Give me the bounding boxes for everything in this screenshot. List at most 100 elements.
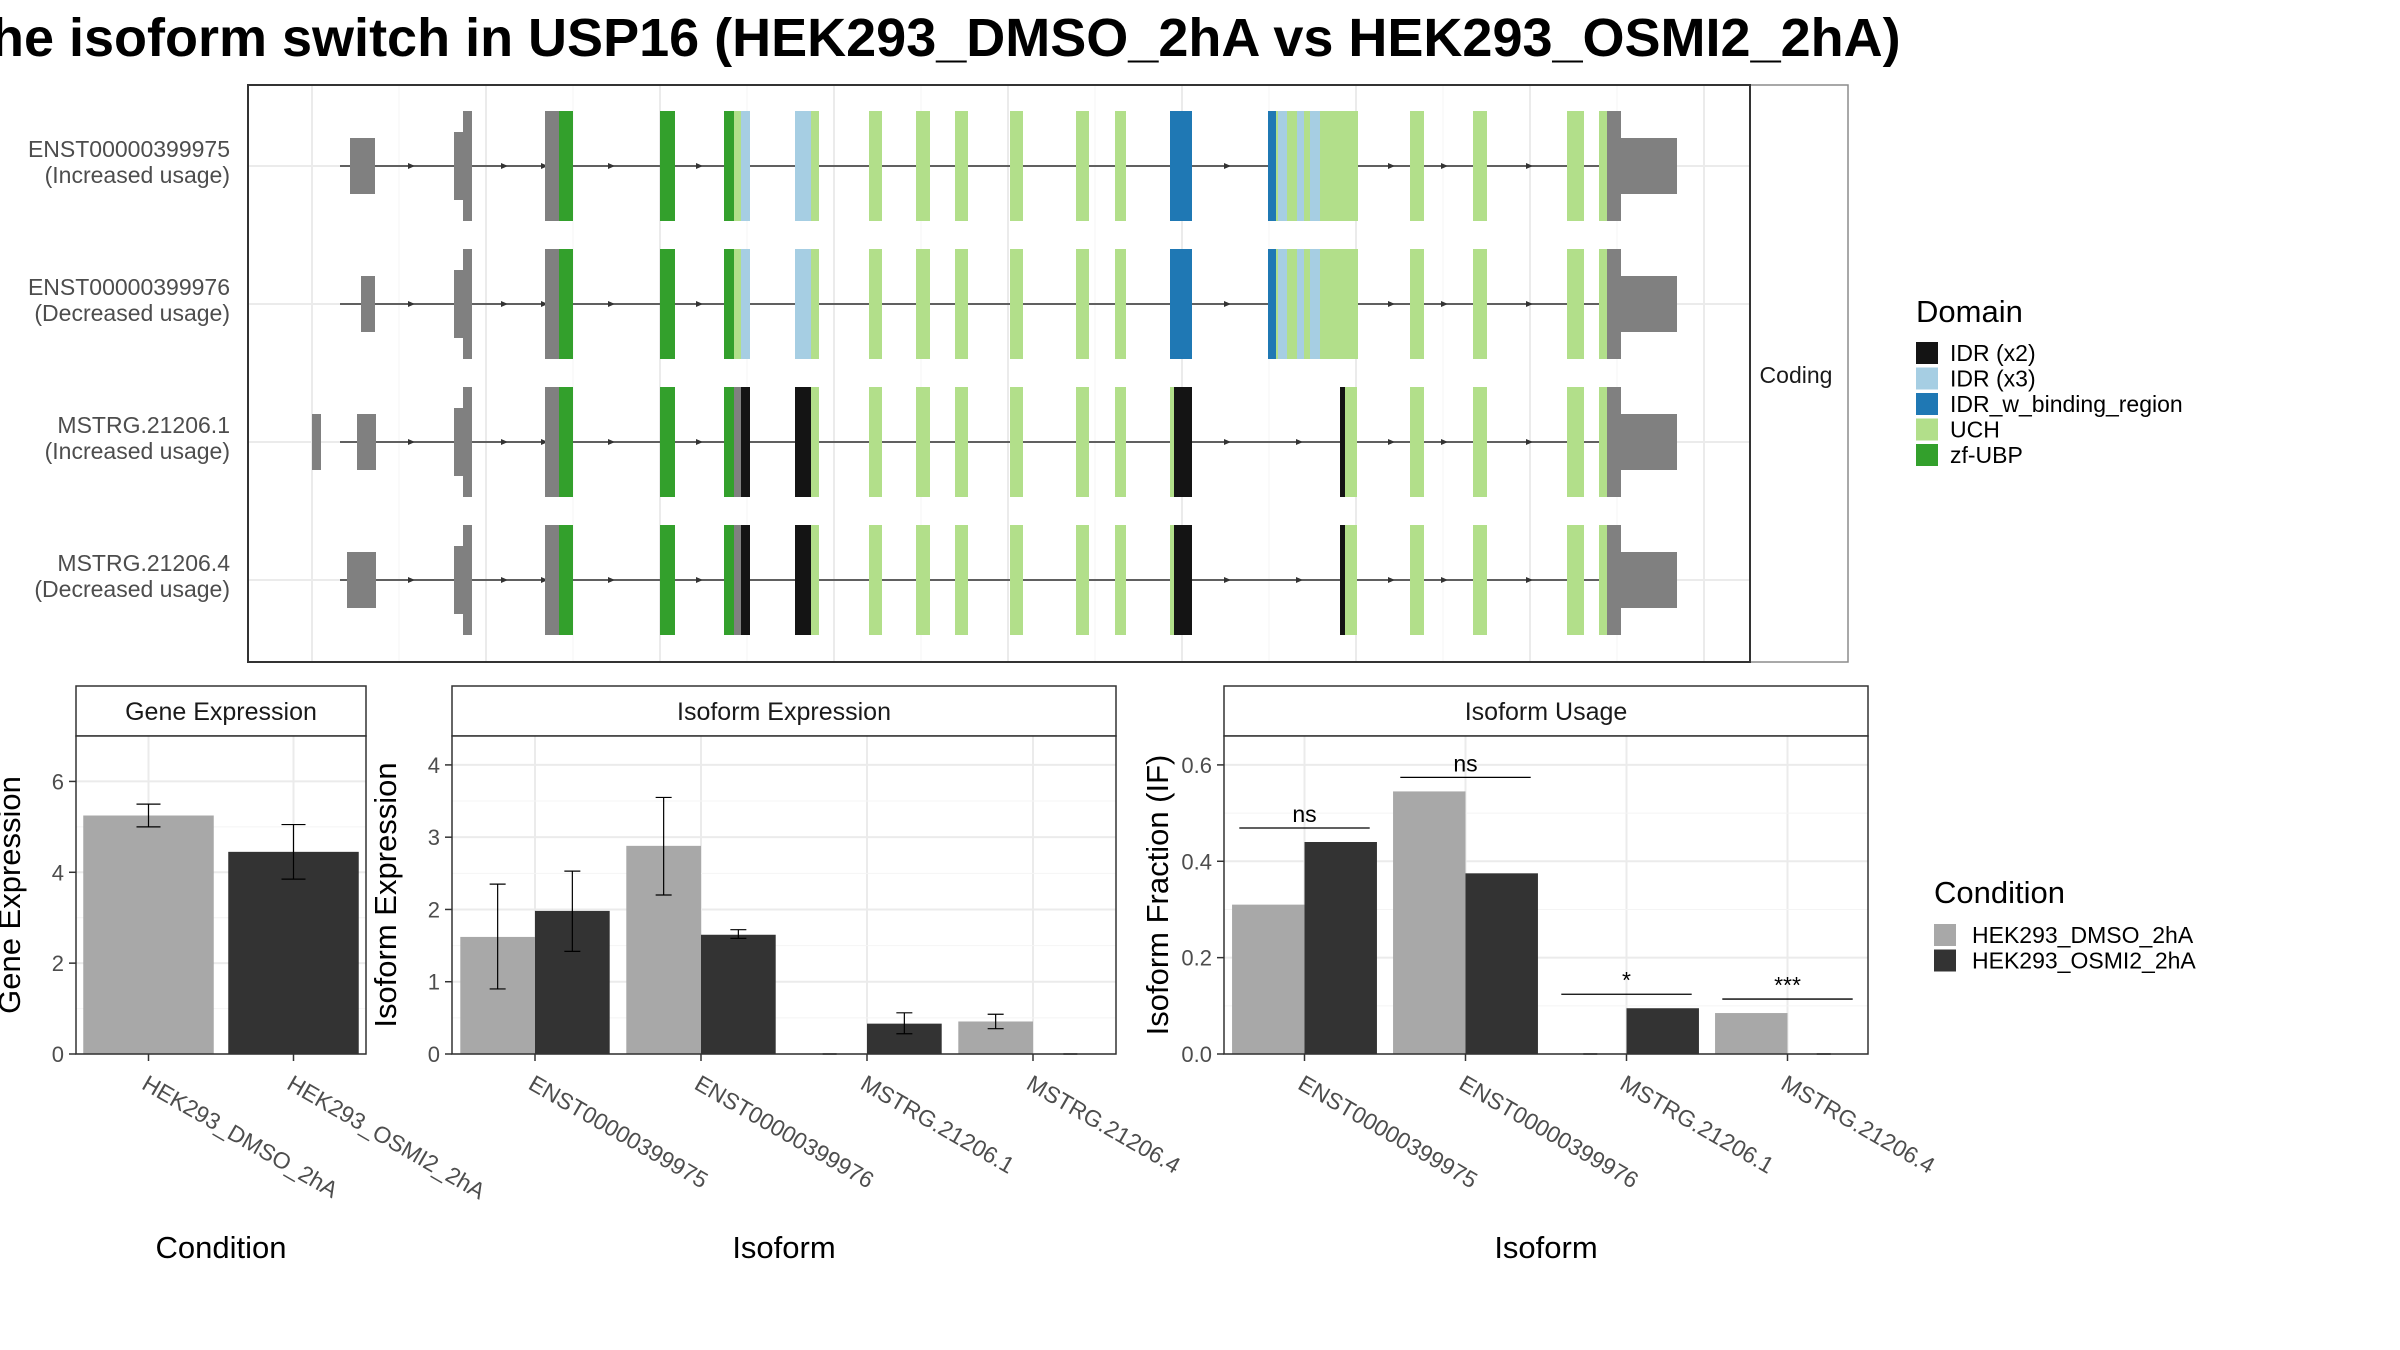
uch-exon	[1473, 387, 1487, 497]
intron-arrow	[541, 301, 548, 307]
intron-arrow	[1296, 577, 1303, 583]
y-tick-label: 1	[428, 970, 440, 995]
uch-exon	[869, 249, 882, 359]
bar	[228, 851, 359, 1054]
idr-binding-exon	[1268, 249, 1276, 359]
idr-x2-exon	[1170, 525, 1192, 635]
coding-strip-label: Coding	[1760, 362, 1833, 388]
uch-exon	[916, 525, 930, 635]
intron-arrow	[408, 301, 415, 307]
intron-arrow	[408, 439, 415, 445]
zf-ubp-exon	[559, 387, 573, 497]
domain-legend: Domain IDR (x2)IDR (x3)IDR_w_binding_regi…	[1916, 294, 2183, 468]
utr-exon	[1613, 249, 1621, 359]
panel-title: Isoform Usage	[1465, 698, 1628, 726]
zf-ubp-exon	[559, 525, 573, 635]
significance-label: *	[1622, 967, 1631, 993]
x-tick-label: ENST00000399975	[1294, 1070, 1482, 1194]
utr-exon	[463, 387, 472, 497]
bar	[83, 815, 214, 1054]
y-tick-label: 0.0	[1181, 1042, 1212, 1067]
uch-exon	[811, 525, 819, 635]
uch-exon	[811, 249, 819, 359]
uch-exon	[1567, 111, 1584, 221]
condition-legend-label: HEK293_OSMI2_2hA	[1972, 948, 2196, 974]
intron-arrow	[696, 163, 703, 169]
uch-exon	[1345, 387, 1357, 497]
idr-x3-stripe	[1310, 111, 1320, 221]
uch-exon	[1010, 249, 1023, 359]
x-tick-label: ENST00000399976	[1455, 1070, 1643, 1194]
utr-exon	[463, 111, 472, 221]
domain-legend-label: IDR_w_binding_region	[1950, 391, 2183, 417]
idr-exon	[741, 387, 750, 497]
utr-exon	[347, 552, 376, 608]
bar	[701, 934, 776, 1054]
uch-exon	[955, 387, 968, 497]
y-tick-label: 0.6	[1181, 753, 1212, 778]
uch-exon	[1010, 525, 1023, 635]
uch-exon	[1076, 111, 1089, 221]
uch-exon	[1410, 525, 1424, 635]
idr-binding-exon	[1170, 249, 1192, 359]
figure-title: The isoform switch in USP16 (HEK293_DMSO…	[0, 8, 1901, 68]
panel-strip	[75, 685, 367, 737]
x-axis-title: Condition	[156, 1230, 287, 1265]
idr-exon	[795, 111, 811, 221]
transcript-id-label: ENST00000399976	[28, 274, 230, 300]
utr-exon	[463, 249, 472, 359]
domain-legend-label: zf-UBP	[1950, 442, 2023, 468]
y-axis-title: Isoform Fraction (IF)	[1140, 755, 1175, 1036]
y-tick-label: 2	[428, 897, 440, 922]
uch-exon	[1115, 249, 1126, 359]
uch-exon	[811, 111, 819, 221]
condition-legend-swatch	[1934, 924, 1956, 946]
utr-exon	[545, 249, 559, 359]
intron-arrow	[541, 439, 548, 445]
uch-exon	[811, 387, 819, 497]
utr-exon	[454, 546, 463, 614]
panel-border	[1223, 735, 1869, 1055]
y-tick-label: 0.4	[1181, 849, 1212, 874]
utr-exon	[545, 387, 559, 497]
condition-legend-label: HEK293_DMSO_2hA	[1972, 922, 2194, 948]
intron-arrow	[541, 577, 548, 583]
bar	[1232, 904, 1305, 1054]
idr-exon	[795, 387, 811, 497]
utr-exon	[1621, 552, 1677, 608]
x-tick-label: MSTRG.21206.4	[1777, 1070, 1940, 1179]
bar	[1393, 791, 1466, 1054]
utr-exon	[454, 132, 463, 200]
intron-arrow	[608, 577, 615, 583]
idr-binding-exon	[1170, 111, 1192, 221]
uch-exon	[1010, 387, 1023, 497]
intron-arrow	[1526, 439, 1533, 445]
intron-arrow	[1388, 577, 1395, 583]
idr-x2-exon	[1340, 387, 1345, 497]
uch-exon	[1599, 387, 1607, 497]
uch-exon	[1010, 111, 1023, 221]
uch-exon	[955, 525, 968, 635]
intron-arrow	[1441, 301, 1448, 307]
x-tick-label: MSTRG.21206.1	[1616, 1070, 1778, 1179]
utr-exon	[350, 138, 375, 194]
gene-expression-panel: Gene Expression0246HEK293_DMSO_2hAHEK293…	[0, 685, 490, 1265]
intron-arrow	[1441, 439, 1448, 445]
isoform-usage-panel: Isoform Usage 0.0 0.2 0.4 0.6 ns ENST000003999…	[1140, 685, 1940, 1265]
intron-arrow	[541, 163, 548, 169]
domain-legend-swatch	[1916, 444, 1938, 466]
y-axis-title: Isoform Expression	[368, 762, 403, 1027]
intron-arrow	[1388, 301, 1395, 307]
transcript-id-label: MSTRG.21206.4	[57, 550, 230, 576]
idr-exon	[741, 111, 750, 221]
idr-exon	[741, 525, 750, 635]
transcript-id-label: ENST00000399975	[28, 136, 230, 162]
condition-legend-title: Condition	[1934, 875, 2065, 910]
intron-arrow	[1224, 163, 1231, 169]
zf-ubp-exon	[660, 249, 675, 359]
uch-exon	[1076, 249, 1089, 359]
panel-border	[451, 735, 1117, 1055]
isoform-expression-panel: Isoform Expression 0 1 2 3 4 ENST00000399975EN…	[368, 685, 1185, 1265]
idr-binding-exon	[1268, 111, 1276, 221]
